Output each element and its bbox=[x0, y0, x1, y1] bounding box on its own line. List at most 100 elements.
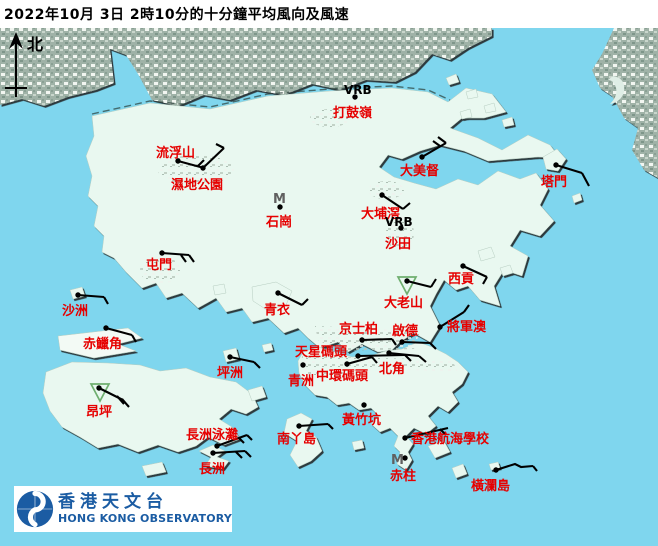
wind-barb bbox=[238, 437, 245, 444]
wind-barb bbox=[357, 353, 406, 358]
station-tai-mei-tuk: 大美督 bbox=[400, 136, 447, 179]
wind-barb bbox=[346, 355, 373, 366]
island bbox=[571, 192, 583, 204]
wind-barb bbox=[391, 338, 397, 346]
hko-logo-box: 香港天文台 HONG KONG OBSERVATORY bbox=[14, 486, 232, 532]
page-title: 2022年10月 3日 2時10分的十分鐘平均風向及風速 bbox=[4, 7, 350, 23]
north-arrow bbox=[5, 32, 27, 97]
wind-barb bbox=[495, 462, 534, 472]
wind-barb bbox=[215, 143, 225, 149]
station-dot bbox=[399, 339, 405, 345]
urban-patch bbox=[310, 109, 350, 127]
station-label: 塔門 bbox=[541, 174, 567, 190]
wind-barb bbox=[401, 340, 431, 345]
station-peng-chau: 坪洲 bbox=[217, 354, 261, 381]
station-dot bbox=[398, 225, 404, 231]
station-label: 大美督 bbox=[400, 163, 439, 179]
wind-barb bbox=[462, 265, 488, 278]
station-ta-kwu-ling: VRB 打鼓嶺 bbox=[333, 83, 372, 121]
island bbox=[501, 116, 515, 128]
station-dot bbox=[437, 324, 443, 330]
wind-barb bbox=[463, 304, 470, 313]
hko-logo-english: HONG KONG OBSERVATORY bbox=[57, 511, 232, 525]
station-label: 青洲 bbox=[288, 373, 314, 389]
hill-station-triangle-icon bbox=[89, 383, 111, 403]
hill-station-triangle-icon bbox=[396, 276, 418, 296]
wind-barb bbox=[246, 434, 253, 441]
wind-barb bbox=[402, 202, 411, 210]
station-dot bbox=[344, 361, 350, 367]
island bbox=[477, 246, 496, 262]
urban-patch bbox=[301, 356, 458, 380]
wind-barb bbox=[177, 159, 205, 170]
wind-barb bbox=[277, 292, 303, 306]
station-stanley: M赤柱 bbox=[390, 453, 416, 484]
tsing-yi-island bbox=[251, 281, 293, 311]
hko-logo-chinese: 香港天文台 bbox=[57, 492, 168, 513]
wind-barb bbox=[439, 311, 465, 328]
hko-logo-icon bbox=[16, 490, 54, 528]
station-dot bbox=[300, 362, 306, 368]
station-wetland-park: 濕地公園 bbox=[171, 143, 225, 193]
station-dot bbox=[352, 94, 358, 100]
station-flag-label: VRB bbox=[344, 83, 372, 97]
hei-ling-chau-island bbox=[247, 385, 267, 402]
wind-barb bbox=[202, 147, 225, 169]
station-dot bbox=[275, 290, 281, 296]
station-label: 沙田 bbox=[385, 237, 411, 252]
ma-wan-island bbox=[212, 283, 227, 296]
station-dot bbox=[359, 337, 365, 343]
station-label: 中環碼頭 bbox=[316, 368, 369, 384]
wind-barb bbox=[418, 355, 427, 363]
station-label: 沙洲 bbox=[62, 304, 88, 319]
station-tap-mun: 塔門 bbox=[541, 162, 590, 190]
station-chek-lap-kok: 赤鱲角 bbox=[83, 325, 137, 352]
station-dot bbox=[460, 263, 466, 269]
new-territories-landmass bbox=[85, 87, 561, 353]
wind-barb bbox=[429, 342, 437, 350]
wind-barb bbox=[103, 296, 109, 305]
wind-barb bbox=[229, 355, 255, 364]
station-sha-chau: 沙洲 bbox=[62, 292, 109, 319]
urban-patch bbox=[368, 181, 404, 199]
station-label: 流浮山 bbox=[156, 145, 195, 161]
station-dot bbox=[493, 467, 499, 473]
station-label: 西貢 bbox=[448, 272, 474, 287]
station-label: 天星碼頭 bbox=[295, 345, 348, 360]
station-label: 昂坪 bbox=[86, 404, 112, 420]
wind-barb bbox=[430, 278, 437, 288]
station-label: 北角 bbox=[379, 361, 405, 377]
station-green-island: 青洲 bbox=[288, 362, 314, 389]
station-dot bbox=[103, 325, 109, 331]
station-label: 黃竹坑 bbox=[341, 412, 381, 428]
island bbox=[451, 463, 468, 479]
station-dot bbox=[386, 350, 392, 356]
station-label: 京士柏 bbox=[339, 321, 378, 337]
station-ngong-ping: 昂坪 bbox=[86, 383, 130, 420]
station-kings-park: 京士柏 bbox=[339, 321, 397, 346]
station-hk-sea-school: 香港航海學校 bbox=[402, 426, 490, 447]
station-wong-chuk-hang: 黃竹坑 bbox=[341, 402, 381, 428]
crescent-island bbox=[608, 76, 625, 104]
urban-texture-group bbox=[140, 109, 458, 380]
station-label: 赤鱲角 bbox=[83, 336, 122, 352]
station-cheung-chau: 長洲 bbox=[199, 449, 252, 477]
wind-barb bbox=[212, 449, 246, 455]
urban-patch bbox=[315, 326, 420, 351]
station-lau-fau-shan: 流浮山 bbox=[156, 145, 205, 170]
station-dot bbox=[210, 450, 216, 456]
station-label: 大埔滘 bbox=[361, 206, 400, 222]
station-tuen-mun: 屯門 bbox=[146, 250, 195, 273]
station-flag-label: VRB bbox=[385, 215, 413, 229]
round-island bbox=[351, 439, 365, 451]
wind-barb bbox=[244, 450, 252, 458]
wind-barb bbox=[439, 428, 447, 436]
urban-patch bbox=[140, 256, 180, 284]
station-tates-cairn: 大老山 bbox=[384, 276, 437, 311]
station-label: 屯門 bbox=[146, 257, 172, 273]
mainland-northeast bbox=[592, 28, 658, 178]
wind-barb bbox=[532, 465, 538, 472]
wind-barb bbox=[388, 351, 420, 358]
